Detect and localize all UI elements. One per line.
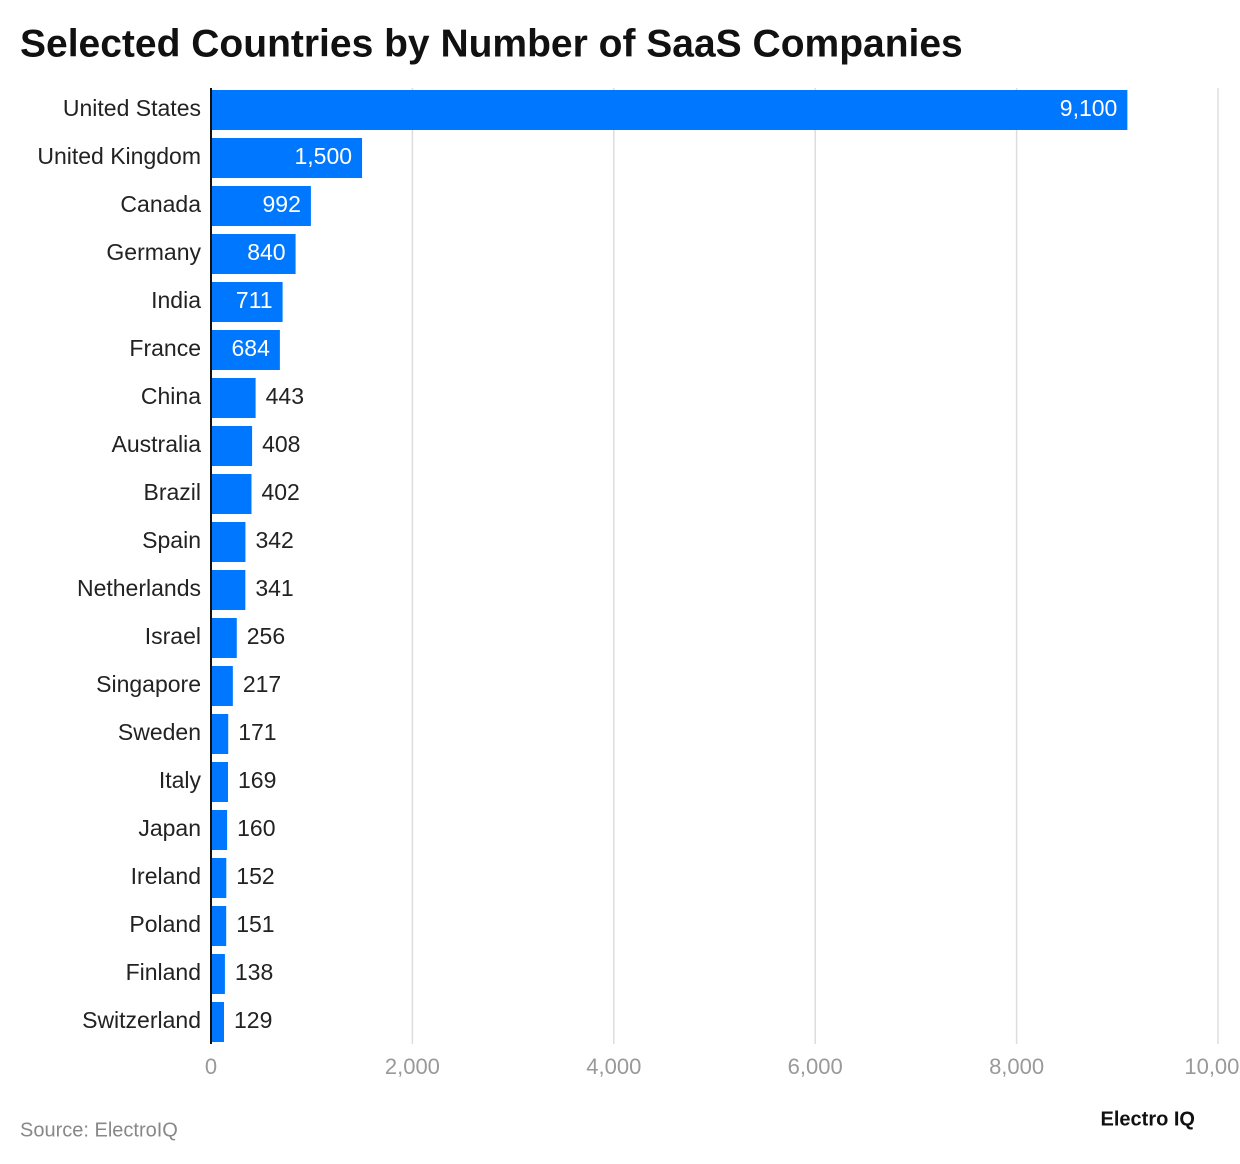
y-tick-label: Switzerland	[82, 1007, 201, 1033]
bar	[211, 714, 229, 754]
value-label: 256	[247, 623, 285, 649]
x-tick-label: 6,000	[788, 1054, 843, 1079]
y-tick-label: Ireland	[131, 863, 201, 889]
value-label: 171	[238, 719, 276, 745]
y-tick-label: India	[151, 287, 201, 313]
bar	[211, 378, 256, 418]
value-label: 684	[232, 335, 271, 361]
bar	[211, 282, 283, 322]
bar	[211, 666, 233, 706]
x-tick-label: 10,000	[1184, 1054, 1240, 1079]
value-label: 169	[238, 767, 276, 793]
value-label: 402	[261, 479, 299, 505]
value-label: 408	[262, 431, 300, 457]
bar	[211, 90, 1128, 130]
y-tick-label: United States	[63, 95, 201, 121]
value-label: 1,500	[294, 143, 352, 169]
value-label: 152	[236, 863, 274, 889]
value-label: 711	[236, 287, 273, 313]
y-tick-label: Canada	[120, 191, 201, 217]
y-tick-label: United Kingdom	[37, 143, 201, 169]
x-tick-label: 4,000	[586, 1054, 641, 1079]
bar	[211, 522, 246, 562]
y-tick-label: Brazil	[143, 479, 201, 505]
value-label: 342	[255, 527, 293, 553]
bar	[211, 186, 311, 226]
bar	[211, 330, 280, 370]
y-tick-label: Germany	[106, 239, 201, 265]
value-label: 160	[237, 815, 275, 841]
bar	[211, 474, 252, 514]
chart-title: Selected Countries by Number of SaaS Com…	[20, 22, 963, 65]
bar	[211, 138, 363, 178]
bar	[211, 570, 246, 610]
bar	[211, 858, 227, 898]
value-label: 151	[236, 911, 274, 937]
y-tick-label: Israel	[145, 623, 201, 649]
value-label: 9,100	[1060, 95, 1118, 121]
y-tick-label: China	[141, 383, 201, 409]
y-tick-label: Poland	[129, 911, 201, 937]
y-tick-label: Australia	[112, 431, 202, 457]
y-tick-label: France	[129, 335, 201, 361]
bar	[211, 906, 227, 946]
y-tick-label: Singapore	[96, 671, 201, 697]
value-label: 840	[247, 239, 285, 265]
y-tick-label: Spain	[142, 527, 201, 553]
x-tick-label: 8,000	[989, 1054, 1044, 1079]
bar	[211, 234, 296, 274]
y-tick-label: Netherlands	[77, 575, 201, 601]
bar	[211, 618, 237, 658]
value-label: 138	[235, 959, 273, 985]
bar	[211, 1002, 224, 1042]
y-tick-label: Japan	[138, 815, 201, 841]
value-label: 217	[243, 671, 281, 697]
value-label: 992	[263, 191, 301, 217]
source: Source: ElectroIQ	[20, 1119, 178, 1141]
y-tick-label: Italy	[159, 767, 202, 793]
bar	[211, 426, 253, 466]
brand: Electro IQ	[1101, 1108, 1195, 1130]
bar	[211, 762, 229, 802]
y-tick-label: Sweden	[118, 719, 201, 745]
bar	[211, 954, 225, 994]
bar	[211, 810, 228, 850]
x-tick-label: 2,000	[385, 1054, 440, 1079]
y-tick-label: Finland	[126, 959, 201, 985]
value-label: 129	[234, 1007, 272, 1033]
value-label: 341	[255, 575, 293, 601]
value-label: 443	[266, 383, 304, 409]
x-tick-label: 0	[205, 1054, 217, 1079]
